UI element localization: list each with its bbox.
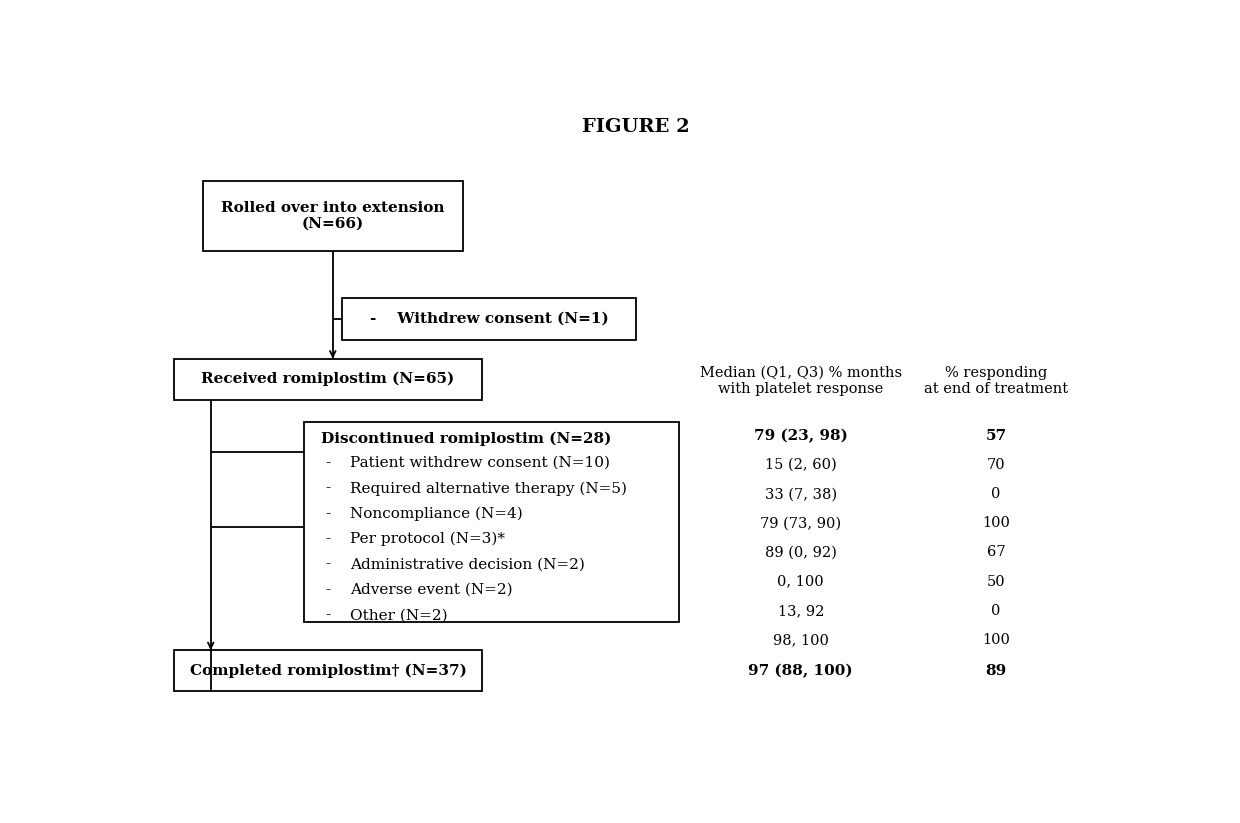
Text: -: -	[325, 532, 330, 546]
Text: Administrative decision (N=2): Administrative decision (N=2)	[350, 557, 585, 571]
Text: -: -	[325, 507, 330, 521]
FancyBboxPatch shape	[203, 181, 463, 251]
Text: 79 (23, 98): 79 (23, 98)	[754, 429, 848, 443]
Text: -: -	[325, 583, 330, 597]
Text: 57: 57	[986, 429, 1007, 443]
Text: Rolled over into extension
(N=66): Rolled over into extension (N=66)	[221, 201, 444, 231]
Text: 0: 0	[991, 487, 1001, 501]
Text: Noncompliance (N=4): Noncompliance (N=4)	[350, 507, 523, 521]
Text: Per protocol (N=3)*: Per protocol (N=3)*	[350, 532, 505, 546]
Text: Required alternative therapy (N=5): Required alternative therapy (N=5)	[350, 481, 627, 495]
Text: % responding
at end of treatment: % responding at end of treatment	[924, 365, 1068, 396]
Text: -: -	[325, 608, 330, 622]
Text: 89: 89	[986, 664, 1007, 678]
Text: 100: 100	[982, 633, 1009, 647]
Text: 98, 100: 98, 100	[773, 633, 828, 647]
Text: 89 (0, 92): 89 (0, 92)	[765, 546, 837, 560]
Text: Patient withdrew consent (N=10): Patient withdrew consent (N=10)	[350, 456, 610, 470]
Text: 70: 70	[987, 458, 1006, 472]
Text: -: -	[325, 481, 330, 495]
Text: -: -	[325, 557, 330, 571]
Text: 0, 100: 0, 100	[777, 574, 825, 588]
Text: FIGURE 2: FIGURE 2	[582, 119, 689, 137]
Text: -    Withdrew consent (N=1): - Withdrew consent (N=1)	[370, 312, 609, 326]
Text: Adverse event (N=2): Adverse event (N=2)	[350, 583, 512, 597]
Text: Completed romiplostim† (N=37): Completed romiplostim† (N=37)	[190, 663, 466, 678]
Text: 100: 100	[982, 516, 1009, 530]
FancyBboxPatch shape	[304, 422, 678, 621]
Text: 33 (7, 38): 33 (7, 38)	[765, 487, 837, 501]
Text: 97 (88, 100): 97 (88, 100)	[749, 664, 853, 678]
Text: 0: 0	[991, 604, 1001, 618]
Text: 15 (2, 60): 15 (2, 60)	[765, 458, 837, 472]
Text: 50: 50	[987, 574, 1006, 588]
FancyBboxPatch shape	[174, 650, 481, 691]
Text: Received romiplostim (N=65): Received romiplostim (N=65)	[201, 372, 455, 386]
Text: -: -	[325, 456, 330, 470]
Text: Discontinued romiplostim (N=28): Discontinued romiplostim (N=28)	[321, 432, 611, 446]
Text: Other (N=2): Other (N=2)	[350, 608, 448, 622]
Text: 79 (73, 90): 79 (73, 90)	[760, 516, 842, 530]
Text: 67: 67	[987, 546, 1006, 560]
FancyBboxPatch shape	[174, 359, 481, 400]
Text: 13, 92: 13, 92	[777, 604, 823, 618]
FancyBboxPatch shape	[342, 299, 635, 340]
Text: Median (Q1, Q3) % months
with platelet response: Median (Q1, Q3) % months with platelet r…	[699, 365, 901, 396]
